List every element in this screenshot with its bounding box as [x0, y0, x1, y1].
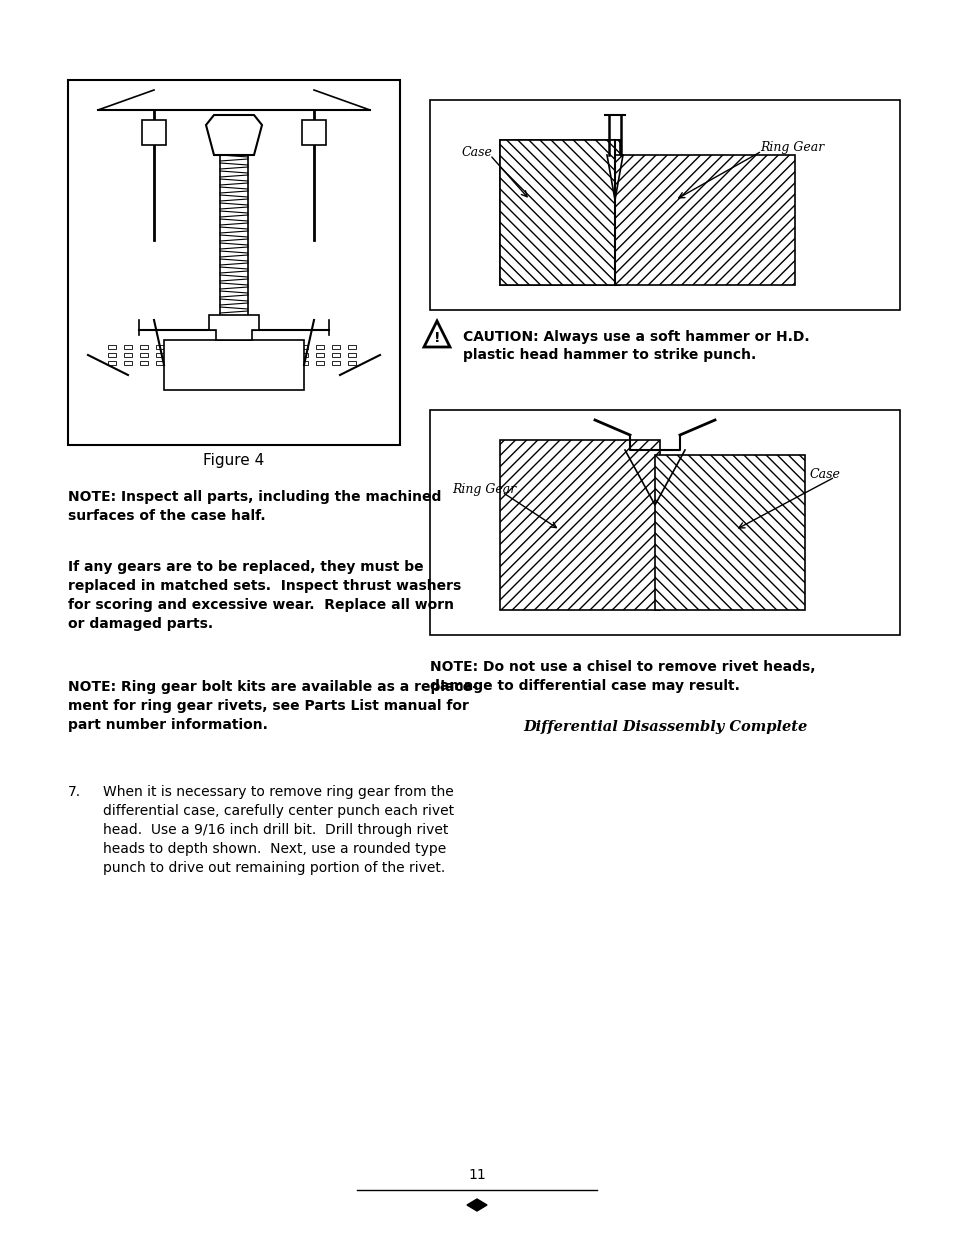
- Bar: [188, 353, 195, 357]
- Bar: [252, 361, 260, 366]
- Text: If any gears are to be replaced, they must be
replaced in matched sets.  Inspect: If any gears are to be replaced, they mu…: [68, 559, 460, 631]
- Text: NOTE: Do not use a chisel to remove rivet heads,
damage to differential case may: NOTE: Do not use a chisel to remove rive…: [430, 659, 815, 693]
- Text: Case: Case: [808, 468, 840, 482]
- Bar: [299, 353, 308, 357]
- Text: CAUTION: Always use a soft hammer or H.D.
plastic head hammer to strike punch.: CAUTION: Always use a soft hammer or H.D…: [462, 330, 809, 362]
- Text: Ring Gear: Ring Gear: [452, 483, 516, 496]
- Text: 7.: 7.: [68, 785, 81, 799]
- Bar: [220, 353, 228, 357]
- Text: NOTE: Ring gear bolt kits are available as a replace-
ment for ring gear rivets,: NOTE: Ring gear bolt kits are available …: [68, 680, 477, 732]
- Bar: [235, 345, 244, 350]
- Text: NOTE: Inspect all parts, including the machined
surfaces of the case half.: NOTE: Inspect all parts, including the m…: [68, 490, 441, 522]
- Polygon shape: [206, 115, 262, 156]
- Bar: [302, 120, 326, 144]
- Bar: [268, 361, 275, 366]
- Bar: [204, 361, 212, 366]
- Bar: [108, 361, 116, 366]
- Bar: [108, 345, 116, 350]
- Text: !: !: [434, 331, 439, 345]
- Bar: [204, 345, 212, 350]
- Bar: [655, 454, 804, 610]
- Bar: [252, 345, 260, 350]
- Bar: [332, 361, 339, 366]
- Bar: [615, 156, 794, 285]
- Bar: [140, 345, 148, 350]
- Text: 11: 11: [468, 1168, 485, 1182]
- Bar: [68, 80, 399, 445]
- Bar: [348, 345, 355, 350]
- Bar: [220, 345, 228, 350]
- Bar: [124, 345, 132, 350]
- Bar: [140, 361, 148, 366]
- Bar: [172, 353, 180, 357]
- Bar: [299, 361, 308, 366]
- Bar: [315, 345, 324, 350]
- Bar: [124, 361, 132, 366]
- Polygon shape: [467, 1199, 486, 1212]
- Bar: [108, 353, 116, 357]
- Text: Figure 4: Figure 4: [203, 452, 264, 468]
- Bar: [332, 345, 339, 350]
- Bar: [140, 353, 148, 357]
- Bar: [284, 345, 292, 350]
- Bar: [235, 353, 244, 357]
- Text: Differential Disassembly Complete: Differential Disassembly Complete: [522, 720, 806, 734]
- Bar: [499, 140, 619, 285]
- Text: Ring Gear: Ring Gear: [760, 142, 823, 154]
- Bar: [172, 345, 180, 350]
- Polygon shape: [423, 321, 450, 347]
- Bar: [156, 353, 164, 357]
- Bar: [156, 345, 164, 350]
- Bar: [284, 361, 292, 366]
- Bar: [204, 353, 212, 357]
- Bar: [252, 353, 260, 357]
- Bar: [499, 440, 659, 610]
- Bar: [188, 361, 195, 366]
- Bar: [156, 361, 164, 366]
- Bar: [268, 345, 275, 350]
- Bar: [332, 353, 339, 357]
- Bar: [315, 353, 324, 357]
- Text: When it is necessary to remove ring gear from the
differential case, carefully c: When it is necessary to remove ring gear…: [103, 785, 454, 874]
- Bar: [299, 345, 308, 350]
- Bar: [172, 361, 180, 366]
- Bar: [220, 361, 228, 366]
- Bar: [268, 353, 275, 357]
- Bar: [348, 361, 355, 366]
- Bar: [499, 140, 619, 285]
- Text: Case: Case: [461, 147, 493, 159]
- Bar: [235, 361, 244, 366]
- Bar: [315, 361, 324, 366]
- Bar: [164, 340, 304, 390]
- Bar: [142, 120, 166, 144]
- Bar: [348, 353, 355, 357]
- Polygon shape: [209, 315, 258, 340]
- Bar: [430, 100, 899, 310]
- Bar: [124, 353, 132, 357]
- Bar: [430, 410, 899, 635]
- Bar: [284, 353, 292, 357]
- Bar: [188, 345, 195, 350]
